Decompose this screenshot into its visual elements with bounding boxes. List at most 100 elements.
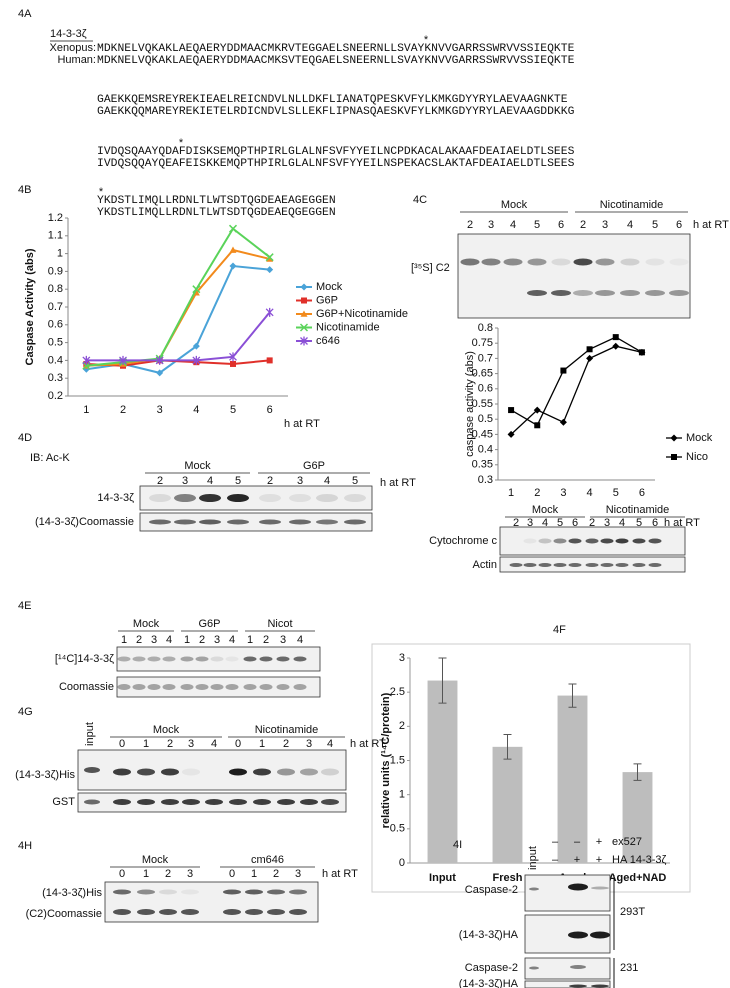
- time-label: h at RT: [350, 738, 386, 750]
- marker: [228, 224, 238, 233]
- band: [181, 909, 199, 915]
- lane-label: 1: [259, 738, 265, 750]
- band: [137, 799, 155, 805]
- legend-label: Nico: [686, 451, 708, 463]
- blot-label: Cytochrome c: [429, 535, 497, 547]
- y-tick-label: 0.3: [48, 372, 63, 384]
- band: [523, 538, 537, 544]
- sequence: IVDQSQQAYQEAFEISKKEMQPTHPIRLGLALNFSVFYYE…: [97, 158, 575, 170]
- marker: [119, 355, 127, 365]
- lane-label: 1: [143, 738, 149, 750]
- marker: [266, 266, 274, 274]
- panel-label: 4C: [413, 194, 427, 206]
- series-line: [86, 264, 270, 374]
- lane-label: 6: [676, 219, 682, 231]
- y-tick-label: 0.2: [48, 390, 63, 402]
- chart-title: 4B: [18, 184, 31, 196]
- lane-label: 3: [214, 634, 220, 646]
- y-tick-label: 1: [57, 248, 63, 260]
- band: [259, 656, 273, 662]
- lane-label: 2: [157, 475, 163, 487]
- band: [137, 768, 155, 776]
- band: [648, 538, 662, 544]
- input-label: input: [527, 846, 539, 870]
- lane-label: 4: [297, 634, 303, 646]
- band: [568, 563, 582, 567]
- band: [568, 538, 582, 544]
- band: [538, 538, 552, 544]
- blot: [524, 980, 611, 988]
- time-label: h at RT: [693, 219, 729, 231]
- treatment-sign: –: [574, 836, 581, 848]
- band: [259, 494, 281, 502]
- y-tick-label: 0.7: [478, 352, 493, 364]
- group-label: Mock: [184, 460, 211, 472]
- blot-label: 14-3-3ζ: [97, 492, 134, 504]
- band: [149, 519, 171, 525]
- group-label: Nicotinamide: [606, 504, 670, 516]
- band: [590, 931, 610, 939]
- series-line: [510, 345, 643, 435]
- band: [620, 258, 640, 266]
- band: [161, 768, 179, 776]
- marker: [300, 336, 308, 346]
- marker: [192, 285, 201, 294]
- time-label: h at RT: [380, 477, 416, 489]
- band: [620, 290, 640, 296]
- legend-label: G6P+Nicotinamide: [316, 308, 408, 320]
- band: [161, 799, 179, 805]
- band: [591, 984, 609, 988]
- x-tick-label: 2: [534, 487, 540, 499]
- panel-label: 4I: [453, 839, 462, 851]
- band: [632, 563, 646, 567]
- antibody-label: IB: Ac-K: [30, 452, 70, 464]
- chart-title: 4F: [553, 624, 566, 636]
- marker: [638, 349, 645, 356]
- band: [195, 684, 209, 690]
- band: [225, 656, 239, 662]
- band: [591, 886, 609, 890]
- band: [568, 883, 588, 891]
- lane-label: 1: [143, 868, 149, 880]
- marker: [612, 342, 620, 350]
- lane-label: 4: [627, 219, 633, 231]
- blot-label: Coomassie: [59, 681, 114, 693]
- y-tick-label: 0.5: [390, 823, 405, 835]
- blot-label: Caspase-2: [465, 962, 518, 974]
- blot-label: (C2)Coomassie: [26, 908, 102, 920]
- band: [460, 258, 480, 266]
- blot: [116, 676, 321, 698]
- band: [573, 258, 593, 266]
- band: [553, 538, 567, 544]
- band: [84, 799, 100, 805]
- lane-label: 0: [119, 738, 125, 750]
- band: [568, 931, 588, 939]
- bar: [492, 746, 523, 863]
- band: [181, 889, 199, 895]
- band: [529, 887, 539, 891]
- band: [316, 519, 338, 525]
- lane-label: 3: [527, 517, 533, 529]
- lane-label: 3: [280, 634, 286, 646]
- band: [117, 656, 131, 662]
- lane-label: 5: [235, 475, 241, 487]
- band: [289, 519, 311, 525]
- group-label: Mock: [133, 618, 160, 630]
- treatment-sign: +: [596, 836, 602, 848]
- x-axis-label: h at RT: [284, 418, 320, 430]
- blot-label: (14-3-3ζ)His: [15, 769, 75, 781]
- x-tick-label: 1: [83, 404, 89, 416]
- x-tick-label: 3: [157, 404, 163, 416]
- band: [210, 684, 224, 690]
- y-tick-label: 0.5: [478, 413, 493, 425]
- band: [669, 258, 689, 266]
- y-tick-label: 0.7: [48, 301, 63, 313]
- band: [344, 519, 366, 525]
- sequence: IVDQSQAAYQDAFDISKSEMQPTHPIRLGLALNFSVFYYE…: [97, 146, 575, 158]
- series-line: [86, 311, 271, 362]
- band: [229, 768, 247, 776]
- lane-label: 2: [263, 634, 269, 646]
- panel-label: 4H: [18, 840, 32, 852]
- sequence: MDKNELVQKAKLAEQAERYDDMAACMKRVTEGGAELSNEE…: [97, 43, 575, 55]
- blot-label: (14-3-3ζ)His: [42, 887, 102, 899]
